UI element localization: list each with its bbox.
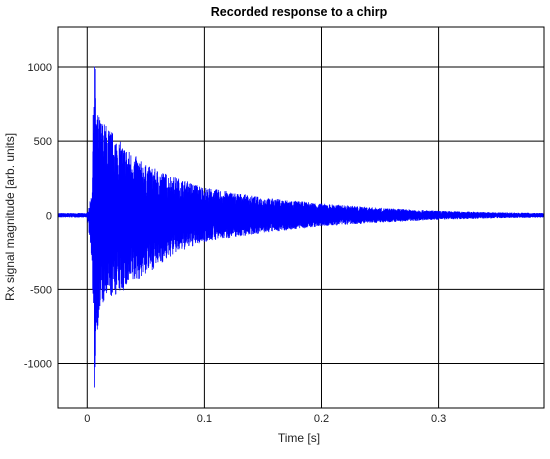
x-tick-label: 0 [84, 413, 90, 425]
tick-labels: 0 0.1 0.2 0.3 -1000 -500 0 500 1000 [24, 62, 446, 425]
y-tick-label: 0 [46, 210, 52, 222]
y-tick-label: -1000 [24, 359, 52, 371]
x-axis-label: Time [s] [278, 431, 320, 445]
signal-series [57, 66, 545, 388]
x-tick-label: 0.1 [197, 413, 212, 425]
y-tick-label: 1000 [28, 62, 52, 74]
x-tick-label: 0.3 [431, 413, 446, 425]
x-tick-label: 0.2 [314, 413, 329, 425]
y-tick-label: -500 [30, 284, 52, 296]
signal-line [57, 66, 545, 388]
plot-border [57, 26, 545, 409]
chart-title: Recorded response to a chirp [211, 5, 388, 19]
y-axis-label: Rx signal magnitude [arb. units] [3, 133, 17, 301]
y-tick-label: 500 [34, 136, 52, 148]
